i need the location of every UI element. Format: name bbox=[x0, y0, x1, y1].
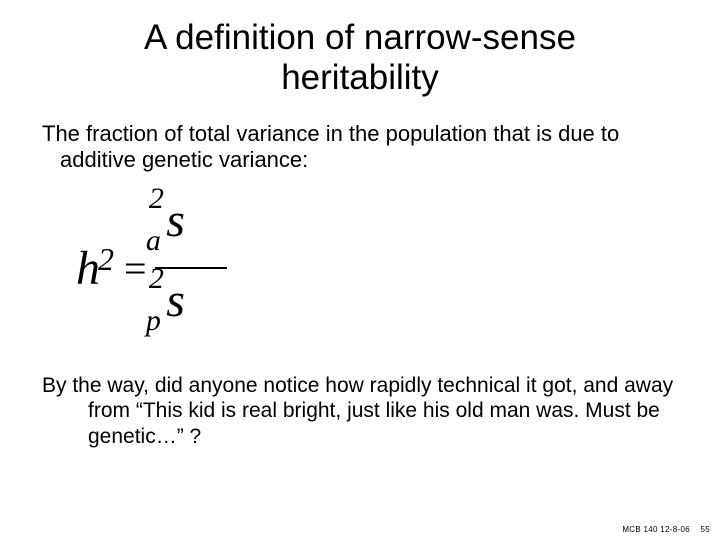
slide-title: A definition of narrow-sense heritabilit… bbox=[36, 18, 684, 99]
numerator-subscript: a bbox=[146, 224, 161, 258]
numerator-exponent: 2 bbox=[149, 182, 164, 216]
slide-footer: MCB 140 12-8-06 55 bbox=[622, 525, 710, 534]
fraction-bar bbox=[155, 267, 227, 269]
equation-fraction: s 2 a s 2 p bbox=[155, 193, 227, 343]
denominator-base: s bbox=[166, 273, 185, 328]
numerator: s 2 a bbox=[166, 193, 215, 263]
footer-page-number: 55 bbox=[701, 525, 711, 534]
definition-text: The fraction of total variance in the po… bbox=[54, 121, 684, 174]
lhs-exponent: 2 bbox=[98, 241, 114, 278]
numerator-base: s bbox=[166, 193, 185, 248]
slide: A definition of narrow-sense heritabilit… bbox=[0, 0, 720, 540]
denominator-exponent: 2 bbox=[149, 262, 164, 296]
aside-text: By the way, did anyone notice how rapidl… bbox=[36, 373, 684, 449]
denominator: s 2 p bbox=[166, 273, 215, 343]
lhs-base: h bbox=[76, 241, 100, 296]
heritability-equation: h 2 = s 2 a s 2 p bbox=[76, 193, 684, 343]
footer-course: MCB 140 12-8-06 bbox=[622, 525, 690, 534]
equation-block: h 2 = s 2 a s 2 p bbox=[36, 193, 684, 343]
denominator-subscript: p bbox=[146, 304, 161, 338]
equation-lhs: h 2 bbox=[76, 241, 116, 296]
equals-sign: = bbox=[124, 245, 147, 292]
